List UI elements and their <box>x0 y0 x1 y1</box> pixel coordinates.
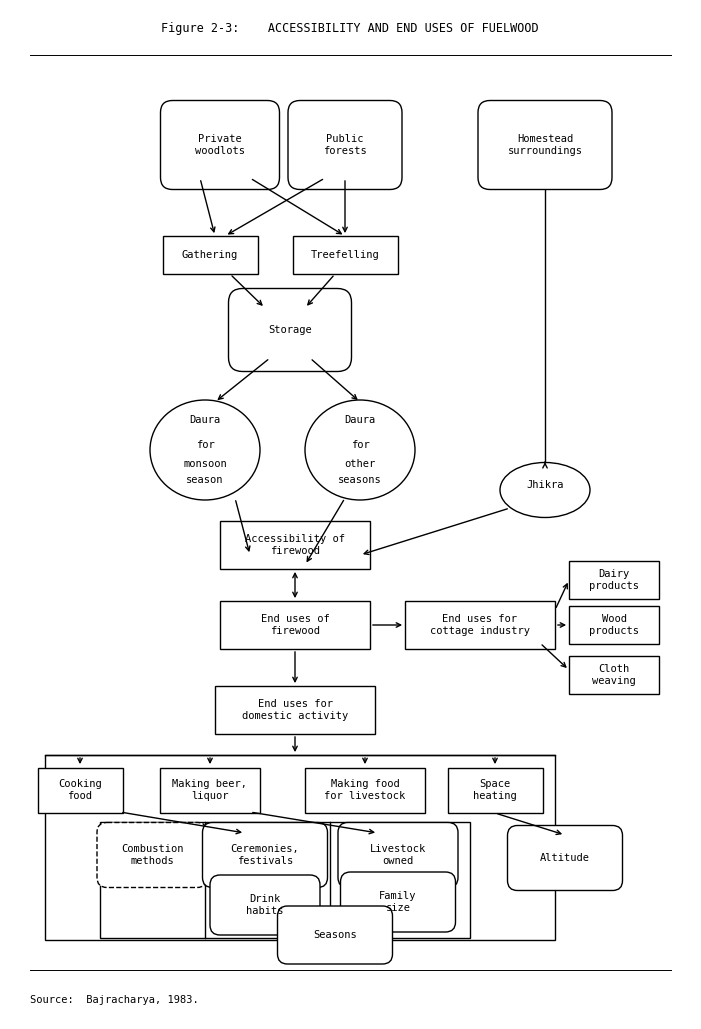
Text: Treefelling: Treefelling <box>311 250 379 260</box>
Text: Daura: Daura <box>344 415 376 425</box>
FancyBboxPatch shape <box>163 236 257 274</box>
Text: Cloth
weaving: Cloth weaving <box>592 664 636 685</box>
Text: Combustion
methods: Combustion methods <box>121 844 183 865</box>
FancyBboxPatch shape <box>97 822 207 887</box>
Text: Making food
for livestock: Making food for livestock <box>325 779 406 801</box>
FancyBboxPatch shape <box>215 686 375 734</box>
Text: Private
woodlots: Private woodlots <box>195 134 245 155</box>
Text: End uses for
domestic activity: End uses for domestic activity <box>242 699 348 720</box>
FancyBboxPatch shape <box>229 288 351 371</box>
FancyBboxPatch shape <box>338 822 458 887</box>
Text: Seasons: Seasons <box>313 930 357 941</box>
Text: for: for <box>196 440 215 450</box>
Text: Storage: Storage <box>268 325 312 335</box>
Text: Dairy
products: Dairy products <box>589 569 639 591</box>
Ellipse shape <box>305 400 415 500</box>
FancyBboxPatch shape <box>220 521 370 569</box>
FancyBboxPatch shape <box>508 825 622 890</box>
FancyBboxPatch shape <box>569 561 659 599</box>
FancyBboxPatch shape <box>569 606 659 644</box>
FancyBboxPatch shape <box>447 768 543 813</box>
Text: Public
forests: Public forests <box>323 134 367 155</box>
Text: Altitude: Altitude <box>540 853 590 863</box>
FancyBboxPatch shape <box>405 601 555 649</box>
Text: Jhikra: Jhikra <box>526 480 564 490</box>
FancyBboxPatch shape <box>305 768 425 813</box>
Text: Family
size: Family size <box>379 891 417 913</box>
FancyBboxPatch shape <box>220 601 370 649</box>
Text: Daura: Daura <box>189 415 221 425</box>
Text: Livestock
owned: Livestock owned <box>370 844 426 865</box>
Text: Ceremonies,
festivals: Ceremonies, festivals <box>231 844 299 865</box>
Text: End uses for
cottage industry: End uses for cottage industry <box>430 614 530 636</box>
Text: Space
heating: Space heating <box>473 779 517 801</box>
FancyBboxPatch shape <box>37 768 123 813</box>
Text: Gathering: Gathering <box>182 250 238 260</box>
Text: Homestead
surroundings: Homestead surroundings <box>508 134 583 155</box>
Text: Source:  Bajracharya, 1983.: Source: Bajracharya, 1983. <box>30 995 199 1005</box>
FancyBboxPatch shape <box>478 101 612 189</box>
Text: other: other <box>344 459 376 469</box>
Text: Figure 2-3:    ACCESSIBILITY AND END USES OF FUELWOOD: Figure 2-3: ACCESSIBILITY AND END USES O… <box>161 22 539 35</box>
Bar <box>100 822 470 938</box>
Ellipse shape <box>150 400 260 500</box>
FancyBboxPatch shape <box>569 657 659 694</box>
Text: Cooking
food: Cooking food <box>58 779 102 801</box>
Bar <box>45 755 555 941</box>
FancyBboxPatch shape <box>161 101 280 189</box>
FancyBboxPatch shape <box>210 875 320 935</box>
FancyBboxPatch shape <box>203 822 327 887</box>
Text: End uses of
firewood: End uses of firewood <box>261 614 329 636</box>
Ellipse shape <box>500 462 590 518</box>
Text: seasons: seasons <box>338 475 382 485</box>
Text: season: season <box>186 475 224 485</box>
FancyBboxPatch shape <box>160 768 260 813</box>
FancyBboxPatch shape <box>341 872 456 932</box>
Text: Accessibility of
firewood: Accessibility of firewood <box>245 534 345 556</box>
Text: Wood
products: Wood products <box>589 614 639 636</box>
Text: for: for <box>350 440 369 450</box>
Text: monsoon: monsoon <box>183 459 227 469</box>
FancyBboxPatch shape <box>278 906 393 964</box>
FancyBboxPatch shape <box>288 101 402 189</box>
Text: Drink
habits: Drink habits <box>246 894 284 916</box>
FancyBboxPatch shape <box>292 236 397 274</box>
Text: Making beer,
liquor: Making beer, liquor <box>172 779 247 801</box>
